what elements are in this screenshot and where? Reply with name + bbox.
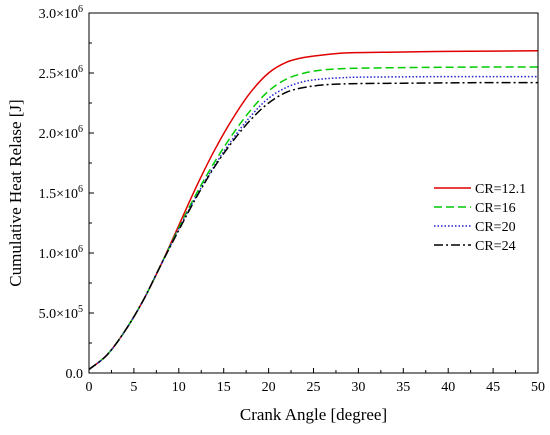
y-tick-mantissa: 3.0×10 xyxy=(39,7,78,22)
y-tick-label: 0.0 xyxy=(66,367,84,382)
series-line-1 xyxy=(88,66,539,370)
x-tick-label: 15 xyxy=(217,380,231,395)
y-axis-ticks: 0.05.0×1051.0×1061.5×1062.0×1062.5×1063.… xyxy=(39,4,94,382)
x-tick-label: 35 xyxy=(396,380,410,395)
y-axis-title: Cumulative Heat Relase [J] xyxy=(6,99,25,286)
y-tick-label: 2.5×106 xyxy=(39,64,83,82)
legend-label-0: CR=12.1 xyxy=(475,182,526,197)
legend: CR=12.1 CR=16 CR=20 CR=24 xyxy=(434,182,526,254)
x-tick-label: 30 xyxy=(351,380,365,395)
x-axis-title: Crank Angle [degree] xyxy=(240,405,387,424)
y-tick-mantissa: 5.0×10 xyxy=(39,307,78,322)
legend-label-3: CR=24 xyxy=(475,239,516,254)
x-tick-label: 25 xyxy=(307,380,321,395)
x-tick-label: 20 xyxy=(262,380,276,395)
y-tick-mantissa: 2.5×10 xyxy=(39,67,78,82)
y-tick-exponent: 6 xyxy=(78,124,83,135)
x-tick-label: 45 xyxy=(486,380,500,395)
y-tick-mantissa: 0.0 xyxy=(66,367,84,382)
x-tick-label: 10 xyxy=(172,380,186,395)
series-line-0 xyxy=(88,50,539,370)
y-tick-exponent: 6 xyxy=(78,244,83,255)
y-tick-exponent: 6 xyxy=(78,4,83,15)
x-tick-label: 40 xyxy=(441,380,455,395)
x-tick-label: 50 xyxy=(531,380,545,395)
series-line-2 xyxy=(88,75,538,370)
y-tick-label: 3.0×106 xyxy=(39,4,83,22)
x-axis-ticks: 0 5 10 15 20 25 30 35 40 45 50 xyxy=(86,368,545,395)
legend-label-1: CR=16 xyxy=(475,201,516,216)
y-tick-mantissa: 2.0×10 xyxy=(39,127,78,142)
series-line-3 xyxy=(88,81,539,370)
y-tick-exponent: 6 xyxy=(78,184,83,195)
y-tick-label: 5.0×105 xyxy=(39,304,83,322)
x-tick-label: 0 xyxy=(86,380,93,395)
series-layer xyxy=(88,50,539,370)
y-tick-label: 1.0×106 xyxy=(39,244,83,262)
y-tick-mantissa: 1.5×10 xyxy=(39,187,78,202)
y-tick-label: 1.5×106 xyxy=(39,184,83,202)
legend-label-2: CR=20 xyxy=(475,220,516,235)
y-tick-exponent: 6 xyxy=(78,64,83,75)
y-tick-mantissa: 1.0×10 xyxy=(39,247,78,262)
x-tick-label: 5 xyxy=(130,380,137,395)
y-tick-exponent: 5 xyxy=(78,304,83,315)
y-tick-label: 2.0×106 xyxy=(39,124,83,142)
